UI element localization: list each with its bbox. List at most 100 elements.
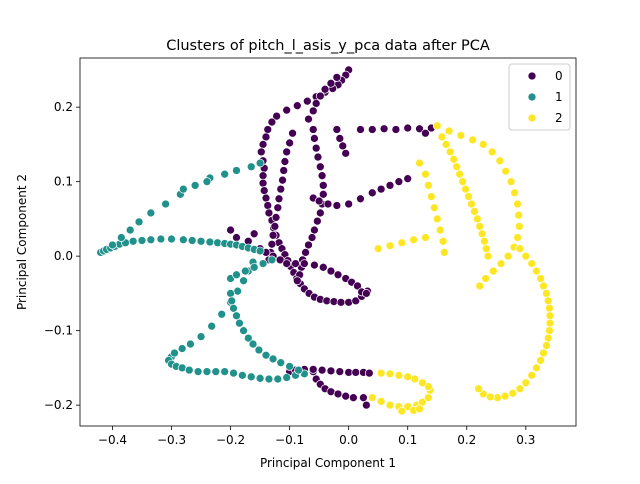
data-point [543,333,553,343]
data-point [376,368,386,378]
data-point [500,391,510,401]
data-point [326,366,336,376]
data-point [317,365,327,375]
data-point [278,175,287,185]
data-point [501,166,511,176]
data-point [271,213,281,222]
data-point [527,370,537,380]
data-point [190,181,200,190]
y-tick-label: 0.2 [54,100,73,114]
data-point [456,131,466,140]
data-point [356,194,365,204]
data-point [515,244,525,254]
legend-label-1: 1 [555,90,563,104]
data-point [444,126,454,136]
data-point [311,143,321,153]
data-point [418,378,427,388]
data-point [545,311,555,321]
data-point [255,158,265,168]
data-point [415,404,424,414]
data-point [125,225,135,235]
data-point [276,184,286,194]
data-point [539,281,548,291]
data-point [239,276,248,286]
data-point [268,230,278,240]
data-point [273,374,283,384]
data-point [452,162,462,172]
data-point [495,156,505,166]
data-point [232,233,241,242]
data-point [421,128,430,138]
data-point [259,186,269,195]
data-point [493,393,502,403]
data-point [379,124,389,134]
data-point [326,266,336,276]
data-point [137,236,147,245]
data-point [258,178,268,188]
data-point [313,152,323,162]
data-point [302,96,312,106]
data-point [432,121,442,131]
data-point [356,125,365,134]
axes-frame [79,57,577,427]
data-point [432,214,442,224]
data-point [292,101,302,111]
data-point [333,270,343,280]
data-point [311,99,321,108]
data-point [480,236,489,246]
data-point [304,114,313,124]
y-axis-label: Principal Component 2 [15,174,29,310]
data-point [232,270,241,280]
data-point [184,365,194,375]
data-point [267,239,277,249]
data-point [429,203,439,213]
data-point [274,194,284,204]
data-point [515,384,525,394]
data-point [246,162,256,172]
data-point [532,363,541,373]
data-point [202,177,212,187]
data-point [258,140,268,149]
data-point [276,358,286,368]
data-point [313,216,322,226]
data-point [285,362,294,371]
points-layer [96,65,555,416]
legend-marker-1 [527,92,537,102]
data-point [510,188,519,198]
data-point [261,350,271,360]
legend-label-0: 0 [555,69,563,83]
data-point [536,356,545,365]
data-point [213,238,222,248]
data-point [170,348,179,358]
data-point [336,297,346,307]
data-point [514,210,524,220]
data-point [481,274,491,283]
data-point [481,244,491,254]
data-point [397,238,407,248]
data-point [403,174,413,184]
data-point [261,193,271,203]
data-point [545,303,554,313]
data-point [349,393,358,403]
data-point [439,248,449,257]
data-point [146,208,156,218]
data-point [464,192,473,201]
data-point [458,177,467,187]
data-point [227,296,237,306]
data-point [196,332,206,341]
data-point [536,274,545,283]
plot-area [79,57,577,427]
data-point [308,125,318,134]
data-point [280,157,290,166]
x-tick-label: −0.1 [275,433,304,447]
data-point [282,147,292,157]
data-point [403,372,413,382]
data-point [475,281,485,291]
data-point [326,78,336,88]
data-point [264,374,274,384]
data-point [254,345,264,355]
data-point [415,124,424,134]
data-point [229,368,238,378]
data-point [240,266,250,276]
